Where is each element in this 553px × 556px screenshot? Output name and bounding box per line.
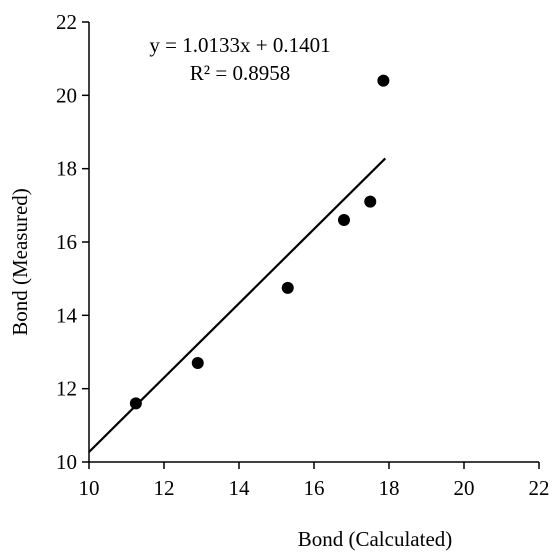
y-tick-label: 18 bbox=[56, 157, 77, 181]
data-point bbox=[364, 195, 377, 208]
data-point bbox=[281, 281, 294, 294]
trendline-equation-label: y = 1.0133x + 0.1401 bbox=[149, 33, 330, 57]
x-tick-label: 14 bbox=[229, 476, 251, 500]
data-point bbox=[129, 397, 142, 410]
data-point bbox=[191, 357, 204, 369]
x-tick-label: 16 bbox=[304, 476, 325, 500]
data-points bbox=[129, 74, 390, 410]
ticks: 10 12 14 16 18 20 22 10 12 14 16 18 20 22 bbox=[56, 10, 550, 500]
y-tick-label: 22 bbox=[56, 10, 77, 34]
x-tick-label: 18 bbox=[379, 476, 400, 500]
x-tick-label: 22 bbox=[529, 476, 550, 500]
x-tick-label: 20 bbox=[454, 476, 475, 500]
x-tick-label: 10 bbox=[79, 476, 100, 500]
data-point bbox=[377, 74, 390, 87]
data-point bbox=[338, 214, 350, 226]
y-tick-label: 10 bbox=[56, 450, 77, 474]
y-axis-title: Bond (Measured) bbox=[8, 188, 32, 336]
x-tick-label: 12 bbox=[154, 476, 175, 500]
x-axis-title: Bond (Calculated) bbox=[298, 527, 453, 551]
trendline-r2-label: R² = 0.8958 bbox=[190, 61, 290, 85]
y-tick-label: 12 bbox=[56, 377, 77, 401]
y-tick-label: 20 bbox=[56, 83, 77, 107]
axes bbox=[88, 22, 539, 463]
y-tick-label: 14 bbox=[56, 303, 78, 327]
y-tick-label: 16 bbox=[56, 230, 77, 254]
